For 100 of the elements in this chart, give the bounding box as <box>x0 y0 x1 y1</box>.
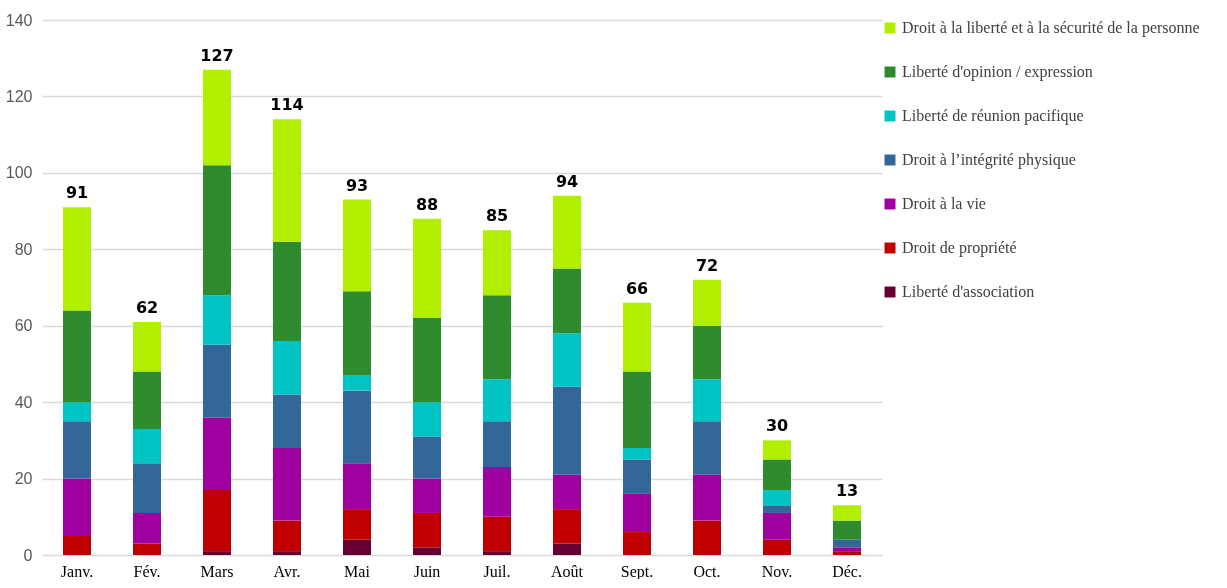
bar <box>203 417 231 491</box>
bar <box>483 516 511 552</box>
bar <box>413 318 441 403</box>
x-tick-label: Mars <box>200 562 234 580</box>
bar <box>203 165 231 296</box>
bar <box>133 371 161 429</box>
bar <box>273 448 301 521</box>
bar <box>763 512 791 540</box>
total-label: 72 <box>695 255 719 275</box>
bar <box>763 440 791 460</box>
bar <box>553 268 581 334</box>
bar <box>273 341 301 395</box>
legend-label: Droit à la liberté et à la sécurité de la personne <box>902 19 1200 37</box>
bar <box>693 279 721 326</box>
bar <box>203 490 231 552</box>
bar <box>553 386 581 475</box>
bar <box>763 505 791 513</box>
bar <box>833 551 861 555</box>
bar <box>553 509 581 544</box>
bar <box>343 509 371 540</box>
legend-label: Liberté d'opinion / expression <box>902 63 1093 81</box>
legend-label: Liberté de réunion pacifique <box>902 107 1084 125</box>
bar <box>833 520 861 540</box>
legend-label: Droit à l’intégrité physique <box>902 151 1076 169</box>
bar <box>553 333 581 387</box>
total-label: 91 <box>65 183 89 203</box>
total-label: 66 <box>625 278 649 298</box>
y-tick-label: 60 <box>14 317 33 335</box>
y-tick-label: 20 <box>14 470 33 488</box>
x-tick-label: Août <box>551 562 584 580</box>
y-tick-label: 80 <box>14 240 33 258</box>
x-tick-label: Janv. <box>60 562 94 580</box>
bar <box>763 539 791 555</box>
bar <box>833 547 861 552</box>
bar <box>203 551 231 555</box>
bar <box>63 402 91 422</box>
bar <box>623 448 651 460</box>
bar <box>273 241 301 341</box>
total-label: 93 <box>345 175 369 195</box>
bar <box>623 459 651 494</box>
bar <box>623 493 651 533</box>
bar <box>623 302 651 372</box>
bar <box>763 490 791 506</box>
x-tick-label: Déc. <box>832 562 862 580</box>
bar <box>483 230 511 296</box>
bar <box>343 291 371 376</box>
bar <box>693 474 721 521</box>
bar <box>413 547 441 555</box>
bar <box>343 539 371 555</box>
bar <box>693 520 721 555</box>
bar <box>63 310 91 403</box>
bar <box>343 390 371 464</box>
total-label: 13 <box>835 481 859 501</box>
legend-label: Droit de propriété <box>902 239 1017 257</box>
bar <box>63 478 91 536</box>
total-label: 85 <box>485 206 509 226</box>
total-label: 30 <box>765 416 789 436</box>
bar <box>343 463 371 510</box>
bar <box>273 394 301 448</box>
bar <box>63 421 91 479</box>
bar <box>133 463 161 513</box>
bar <box>273 119 301 242</box>
total-label: 94 <box>555 171 579 191</box>
bar <box>133 543 161 555</box>
x-tick-label: Oct. <box>693 562 721 580</box>
bar <box>273 520 301 552</box>
x-tick-label: Juil. <box>483 562 511 580</box>
total-label: 88 <box>415 194 439 214</box>
bar <box>413 402 441 437</box>
bar <box>133 512 161 544</box>
bar <box>833 539 861 548</box>
bar <box>203 69 231 166</box>
bar <box>63 535 91 555</box>
x-tick-label: Mai <box>344 562 371 580</box>
legend-label: Droit à la vie <box>902 195 986 212</box>
x-tick-label: Nov. <box>761 562 793 580</box>
bar <box>483 379 511 422</box>
bar <box>833 505 861 521</box>
bar <box>133 321 161 372</box>
bar <box>203 295 231 345</box>
bar <box>553 474 581 510</box>
bar <box>693 325 721 380</box>
bar <box>273 551 301 555</box>
bar <box>623 371 651 448</box>
bar <box>343 375 371 391</box>
bar <box>483 421 511 468</box>
y-tick-label: 0 <box>23 546 33 564</box>
bar <box>413 218 441 319</box>
legend-label: Liberté d'association <box>902 283 1035 300</box>
bar <box>553 543 581 555</box>
bar <box>413 436 441 479</box>
x-tick-label: Juin <box>413 562 441 580</box>
bar <box>553 195 581 269</box>
bar <box>483 551 511 555</box>
bar <box>763 459 791 491</box>
bar <box>203 344 231 418</box>
total-label: 62 <box>135 297 159 317</box>
total-label: 127 <box>200 45 234 65</box>
bar <box>413 478 441 513</box>
bar <box>343 199 371 292</box>
